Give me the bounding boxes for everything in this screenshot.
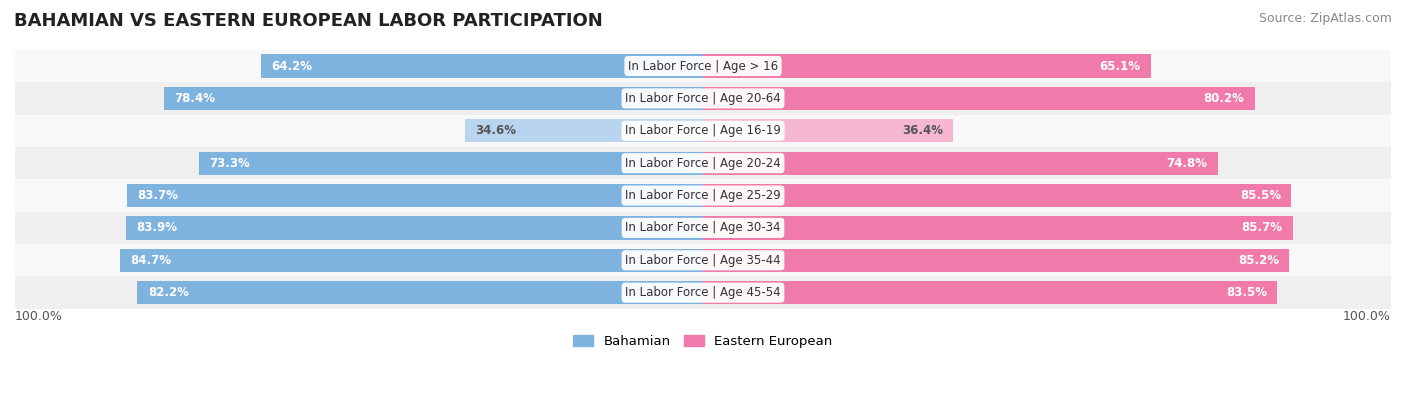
Bar: [15, 147, 1391, 179]
Text: 83.7%: 83.7%: [138, 189, 179, 202]
Bar: [15, 276, 1391, 309]
Text: 78.4%: 78.4%: [174, 92, 215, 105]
Text: 100.0%: 100.0%: [1343, 310, 1391, 324]
Bar: [703, 184, 1291, 207]
Text: In Labor Force | Age 25-29: In Labor Force | Age 25-29: [626, 189, 780, 202]
Bar: [198, 152, 703, 175]
Bar: [703, 248, 1289, 272]
Text: 65.1%: 65.1%: [1099, 60, 1140, 73]
Bar: [15, 50, 1391, 82]
Text: In Labor Force | Age > 16: In Labor Force | Age > 16: [628, 60, 778, 73]
Text: Source: ZipAtlas.com: Source: ZipAtlas.com: [1258, 12, 1392, 25]
Bar: [127, 184, 703, 207]
Text: In Labor Force | Age 45-54: In Labor Force | Age 45-54: [626, 286, 780, 299]
Text: 73.3%: 73.3%: [209, 157, 250, 170]
Bar: [15, 82, 1391, 115]
Text: In Labor Force | Age 30-34: In Labor Force | Age 30-34: [626, 222, 780, 234]
Text: In Labor Force | Age 20-24: In Labor Force | Age 20-24: [626, 157, 780, 170]
Bar: [703, 119, 953, 143]
Text: 85.5%: 85.5%: [1240, 189, 1281, 202]
Bar: [703, 152, 1218, 175]
Bar: [262, 55, 703, 78]
Bar: [15, 244, 1391, 276]
Bar: [125, 216, 703, 240]
Bar: [703, 87, 1254, 110]
Bar: [163, 87, 703, 110]
Text: 83.9%: 83.9%: [136, 222, 177, 234]
Text: 85.7%: 85.7%: [1241, 222, 1282, 234]
Bar: [465, 119, 703, 143]
Text: 85.2%: 85.2%: [1237, 254, 1279, 267]
Text: In Labor Force | Age 20-64: In Labor Force | Age 20-64: [626, 92, 780, 105]
Bar: [138, 281, 703, 304]
Bar: [15, 179, 1391, 212]
Legend: Bahamian, Eastern European: Bahamian, Eastern European: [568, 329, 838, 353]
Bar: [703, 216, 1292, 240]
Bar: [15, 212, 1391, 244]
Text: 100.0%: 100.0%: [15, 310, 63, 324]
Text: 74.8%: 74.8%: [1167, 157, 1208, 170]
Bar: [703, 281, 1278, 304]
Text: BAHAMIAN VS EASTERN EUROPEAN LABOR PARTICIPATION: BAHAMIAN VS EASTERN EUROPEAN LABOR PARTI…: [14, 12, 603, 30]
Bar: [703, 55, 1152, 78]
Bar: [15, 115, 1391, 147]
Text: 36.4%: 36.4%: [903, 124, 943, 137]
Text: 82.2%: 82.2%: [148, 286, 188, 299]
Bar: [121, 248, 703, 272]
Text: In Labor Force | Age 16-19: In Labor Force | Age 16-19: [626, 124, 780, 137]
Text: 84.7%: 84.7%: [131, 254, 172, 267]
Text: In Labor Force | Age 35-44: In Labor Force | Age 35-44: [626, 254, 780, 267]
Text: 64.2%: 64.2%: [271, 60, 312, 73]
Text: 80.2%: 80.2%: [1204, 92, 1244, 105]
Text: 83.5%: 83.5%: [1226, 286, 1267, 299]
Text: 34.6%: 34.6%: [475, 124, 516, 137]
